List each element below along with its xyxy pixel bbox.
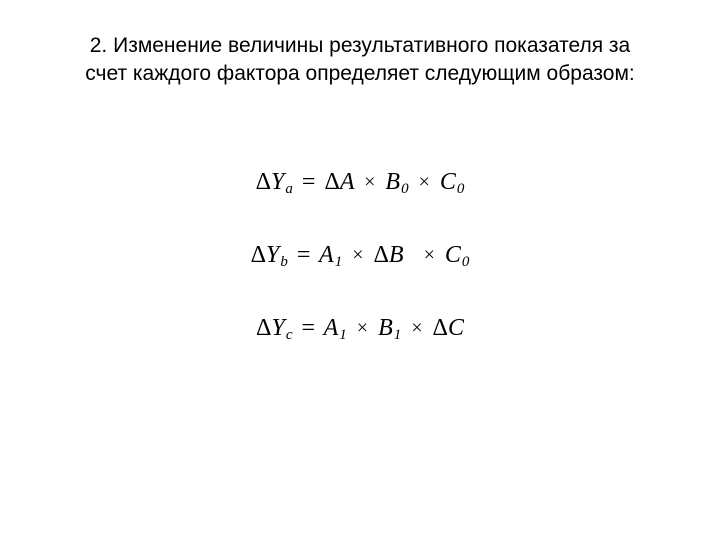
formula-block: ΔYa = ΔA × B0 × C0 ΔYb = A1 × ΔB × C0 ΔY… [50,169,670,344]
heading-line-1: 2. Изменение величины результативного по… [90,34,630,57]
t1-base-c: A [324,315,339,341]
equals-c: = [301,315,315,341]
t3-base-a: C [440,169,456,195]
t1-base-b: A [319,242,334,268]
lhs-base-c: Y [271,315,284,341]
equals-b: = [297,242,311,268]
t2-base-b: B [389,242,404,268]
times-2-a: × [419,171,430,193]
t1-sub-c: 1 [339,327,347,343]
t3-sub-a: 0 [457,181,465,197]
t1-base-a: A [340,169,354,195]
t1-sub-b: 1 [335,254,343,270]
lhs-base-b: Y [266,242,279,268]
equals-a: = [302,169,316,195]
t2-base-c: B [378,315,393,341]
formula-b: ΔYb = A1 × ΔB × C0 [251,242,470,271]
times-2-b: × [424,244,435,266]
t2-sub-c: 1 [394,327,402,343]
t3-sub-b: 0 [462,254,470,270]
delta-symbol: Δ [256,169,271,195]
t2-base-a: B [385,169,400,195]
times-1-c: × [357,317,368,339]
lhs-base-a: Y [271,169,284,195]
delta-t3-c: Δ [433,315,448,341]
lhs-sub-c: c [286,327,293,343]
t3-base-b: C [445,242,461,268]
lhs-sub-b: b [280,254,288,270]
section-heading: 2. Изменение величины результативного по… [50,32,670,89]
delta-t1-a: Δ [324,169,339,195]
times-1-a: × [364,171,375,193]
t3-base-c: C [448,315,464,341]
formula-c: ΔYc = A1 × B1 × ΔC [256,315,464,344]
delta-t2-b: Δ [373,242,388,268]
t2-sub-a: 0 [401,181,409,197]
times-1-b: × [352,244,363,266]
lhs-sub-a: a [285,181,293,197]
delta-symbol-b: Δ [251,242,266,268]
times-2-c: × [411,317,422,339]
heading-line-2: счет каждого фактора определяет следующи… [85,62,634,85]
formula-a: ΔYa = ΔA × B0 × C0 [256,169,465,198]
delta-symbol-c: Δ [256,315,271,341]
